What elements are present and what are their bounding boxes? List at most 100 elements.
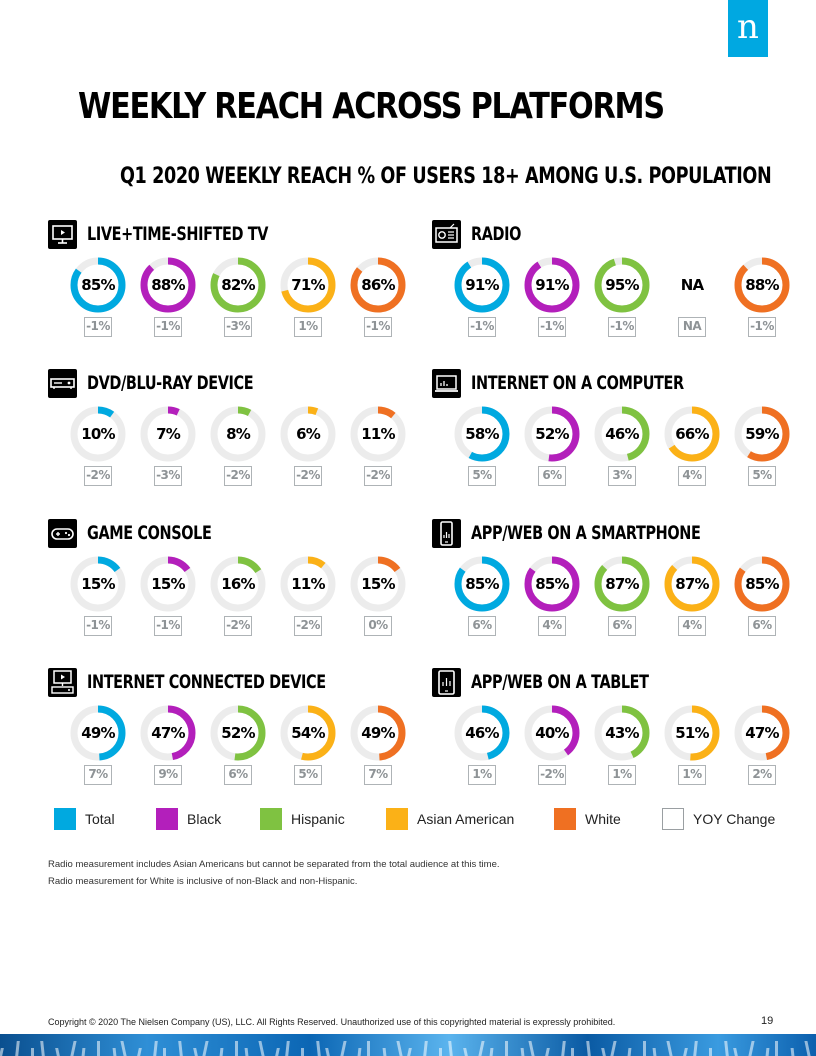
donut-svg <box>70 406 126 462</box>
donut-white: 85% <box>734 556 790 612</box>
yoy-change-black: 9% <box>154 765 182 785</box>
donut-svg <box>140 556 196 612</box>
donut-svg <box>210 406 266 462</box>
donut-hispanic: 95% <box>594 257 650 313</box>
footer-streak <box>422 1041 428 1056</box>
panel-header: RADIO <box>432 219 537 249</box>
donut-arc-hispanic <box>210 556 266 612</box>
donut-svg <box>280 257 336 313</box>
donut-svg <box>594 406 650 462</box>
footer-streak <box>120 1041 127 1056</box>
footer-streak <box>804 1041 811 1056</box>
yoy-change-black: -1% <box>154 616 182 636</box>
footer-streak <box>724 1041 729 1056</box>
footer-streak <box>692 1041 698 1056</box>
donut-value-label: 47% <box>745 724 779 742</box>
donut-hispanic: 8% <box>210 406 266 462</box>
donut-black: 7% <box>140 406 196 462</box>
donut-total: 85% <box>70 257 126 313</box>
donut-value-label: 71% <box>291 276 325 294</box>
donut-arc-hispanic <box>594 705 650 761</box>
donut-value-label: 54% <box>291 724 325 742</box>
footer-streak <box>733 1048 739 1056</box>
footer-streak <box>0 1048 4 1056</box>
donut-value-label: 46% <box>605 425 639 443</box>
donut-svg <box>350 257 406 313</box>
donut-svg <box>664 556 720 612</box>
footer-streak <box>683 1048 688 1056</box>
donut-value-label: 85% <box>465 575 499 593</box>
panel-header: APP/WEB ON A SMARTPHONE <box>432 518 773 548</box>
yoy-change-total: -2% <box>84 466 112 486</box>
donut-value-label: NA <box>680 276 704 294</box>
donut-value-label: 85% <box>535 575 569 593</box>
donut-arc-white <box>734 556 790 612</box>
donut-svg <box>664 406 720 462</box>
yoy-change-total: 7% <box>84 765 112 785</box>
dvd-player-icon <box>48 368 77 398</box>
panel-title: LIVE+TIME-SHIFTED TV <box>87 223 269 245</box>
footer-streak <box>97 1041 101 1056</box>
donut-arc-white <box>350 257 406 313</box>
donut-svg <box>210 705 266 761</box>
donut-svg <box>70 705 126 761</box>
donut-svg <box>210 556 266 612</box>
footer-streak <box>81 1048 86 1056</box>
donut-black: 15% <box>140 556 196 612</box>
footer-streak <box>652 1048 657 1056</box>
connected-tv-icon <box>48 667 77 697</box>
yoy-change-total: -1% <box>84 317 112 337</box>
donut-arc-hispanic <box>594 406 650 462</box>
footer-streak <box>275 1048 280 1056</box>
donut-value-label: 87% <box>675 575 709 593</box>
donut-value-label: 6% <box>296 425 321 443</box>
donut-value-label: 40% <box>535 724 569 742</box>
panel-header: DVD/BLU-RAY DEVICE <box>48 368 306 398</box>
donut-value-label: 85% <box>81 276 115 294</box>
yoy-change-white: -1% <box>364 317 392 337</box>
footer-streak <box>137 1048 142 1056</box>
yoy-change-white: 7% <box>364 765 392 785</box>
panel-title: RADIO <box>471 223 522 245</box>
footer-streak <box>357 1048 362 1056</box>
panel-app-web-on-a-tablet: APP/WEB ON A TABLET 46% 1% 40% -2% 43% 1% 51% 1%… <box>432 667 792 797</box>
yoy-change-black: -2% <box>538 765 566 785</box>
donut-arc-black <box>524 556 580 612</box>
footer-streak <box>178 1041 183 1056</box>
donut-svg <box>70 556 126 612</box>
footer-streak <box>709 1048 713 1056</box>
footer-streak <box>489 1048 494 1056</box>
donut-value-label: 7% <box>156 425 181 443</box>
donut-black: 52% <box>524 406 580 462</box>
donut-value-label: 52% <box>221 724 255 742</box>
donut-asian-american: 6% <box>280 406 336 462</box>
footer-streak <box>478 1041 485 1056</box>
legend-label-black: Black <box>187 811 222 827</box>
legend: Total Black Hispanic Asian American Whit… <box>54 808 775 832</box>
donut-arc-total <box>454 257 510 313</box>
donut-svg <box>140 257 196 313</box>
donut-svg <box>734 705 790 761</box>
donut-arc-black <box>140 406 196 462</box>
yoy-change-asian-american: NA <box>678 317 706 337</box>
donut-arc-white <box>350 406 406 462</box>
donut-arc-total <box>454 406 510 462</box>
game-controller-icon <box>48 518 77 548</box>
donut-black: 47% <box>140 705 196 761</box>
donut-total: 15% <box>70 556 126 612</box>
donut-white: 15% <box>350 556 406 612</box>
yoy-change-total: -1% <box>84 616 112 636</box>
donut-svg <box>454 705 510 761</box>
donut-svg <box>524 257 580 313</box>
yoy-change-hispanic: 6% <box>608 616 636 636</box>
donut-arc-black <box>140 705 196 761</box>
footer-streak <box>202 1041 209 1056</box>
donut-black: 88% <box>140 257 196 313</box>
donut-arc-asian-american <box>280 406 336 462</box>
donut-arc-total <box>70 257 126 313</box>
yoy-change-hispanic: 6% <box>224 765 252 785</box>
yoy-change-asian-american: 1% <box>678 765 706 785</box>
donut-value-label: 88% <box>745 276 779 294</box>
donut-total: 91% <box>454 257 510 313</box>
donut-svg <box>594 705 650 761</box>
